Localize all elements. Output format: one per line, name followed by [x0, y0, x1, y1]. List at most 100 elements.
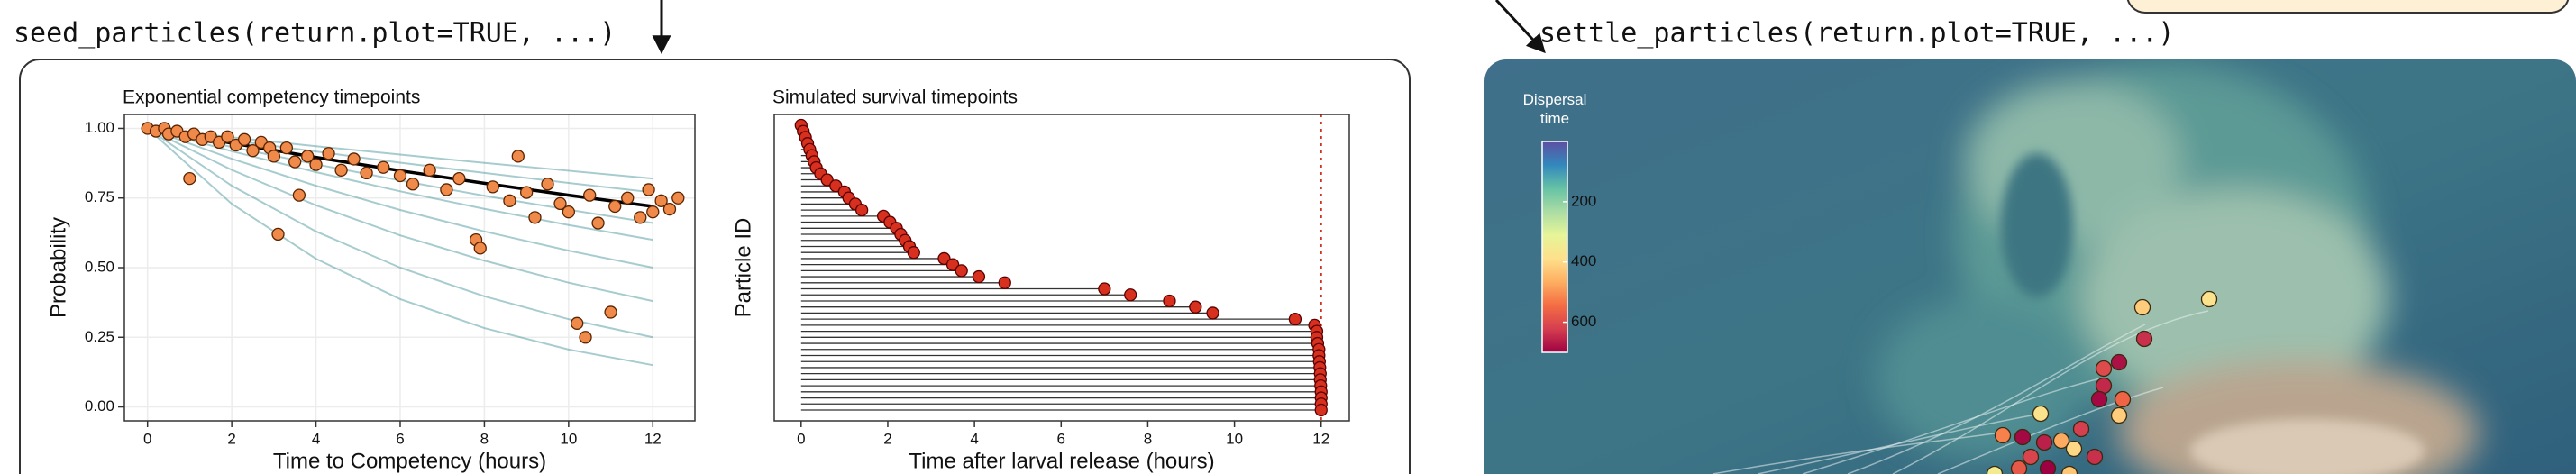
data-point: [423, 163, 436, 177]
data-point: [377, 160, 390, 174]
settled-particle: [2060, 465, 2078, 474]
data-point: [473, 242, 487, 255]
x-tick-label: 8: [480, 430, 489, 447]
survival-point: [1098, 282, 1111, 296]
data-point: [634, 211, 647, 224]
x-tick-label: 6: [396, 430, 404, 447]
data-point: [183, 171, 196, 186]
settled-particle: [2072, 420, 2090, 438]
data-point: [440, 183, 453, 196]
survival-point: [1314, 403, 1328, 417]
data-point: [671, 191, 685, 205]
settled-particle: [1994, 426, 2012, 444]
x-tick-label: 12: [1312, 430, 1329, 447]
data-point: [553, 196, 567, 211]
data-point: [646, 205, 660, 219]
data-point: [246, 144, 260, 158]
data-point: [322, 147, 335, 160]
x-tick-label: 10: [560, 430, 577, 447]
data-point: [452, 171, 466, 186]
note-box: [2126, 0, 2570, 14]
survival-point: [1189, 300, 1202, 314]
settled-particle: [1986, 465, 2004, 474]
data-point: [334, 163, 348, 177]
settled-particle: [2133, 298, 2151, 316]
data-point: [503, 194, 516, 207]
line-series: [147, 127, 653, 303]
survival-point: [829, 179, 843, 193]
data-point: [288, 155, 302, 169]
x-tick-label: 4: [312, 430, 320, 447]
data-point: [562, 205, 576, 219]
survival-point: [937, 251, 951, 266]
data-point: [393, 169, 407, 183]
survival-point: [854, 203, 869, 217]
y-axis-label: Probability: [46, 217, 70, 318]
settled-particle: [2032, 405, 2050, 423]
settled-particle: [2110, 353, 2128, 371]
data-point: [591, 216, 605, 230]
survival-point: [907, 246, 920, 260]
data-point: [662, 202, 677, 216]
survival-point: [1288, 312, 1302, 326]
code-label: seed_particles(return.plot=TRUE, ...): [14, 18, 616, 50]
data-point: [360, 166, 373, 180]
x-tick-label: 12: [644, 430, 662, 447]
y-tick-label: 0.50: [85, 258, 114, 275]
y-tick-label: 1.00: [85, 119, 114, 136]
y-tick-label: 0.00: [85, 397, 114, 415]
colorbar-tick-label: 600: [1571, 313, 1596, 330]
plot-frame: [123, 114, 696, 422]
data-point: [528, 211, 542, 224]
settled-particle: [2114, 390, 2132, 408]
survival-point: [820, 173, 834, 187]
survival-point: [1163, 294, 1176, 308]
data-point: [279, 141, 294, 155]
data-point: [571, 316, 584, 330]
chart-title: Exponential competency timepoints: [123, 87, 420, 108]
settled-particle: [2052, 432, 2070, 450]
settled-particle: [2010, 460, 2028, 474]
survival-point: [1124, 288, 1137, 302]
colorbar-tick-label: 200: [1571, 192, 1596, 209]
map: 200 400 600: [1484, 59, 2576, 474]
line-series: [147, 127, 653, 367]
settled-particle: [2065, 440, 2083, 458]
x-tick-label: 2: [883, 430, 891, 447]
data-point: [519, 186, 534, 199]
settled-particle: [2086, 448, 2104, 466]
data-point: [541, 178, 554, 191]
settled-particle: [2090, 390, 2108, 408]
plot-frame: [773, 114, 1350, 422]
data-point: [301, 150, 315, 163]
data-point: [583, 188, 597, 202]
y-tick-label: 0.25: [85, 328, 114, 345]
trajectories: [1712, 310, 2209, 474]
data-point: [621, 191, 635, 205]
line-series: [147, 127, 653, 269]
data-point: [486, 180, 499, 194]
x-tick-label: 0: [143, 430, 151, 447]
data-point: [267, 150, 280, 163]
settled-particle: [2200, 290, 2218, 308]
x-axis-label: Time to Competency (hours): [273, 449, 546, 473]
chart-title: Simulated survival timepoints: [772, 87, 1018, 108]
survival-point: [998, 276, 1011, 289]
data-point: [347, 152, 361, 166]
legend-title: Dispersal time: [1522, 91, 1587, 127]
x-axis-label: Time after larval release (hours): [909, 449, 1214, 473]
settled-particle: [2039, 460, 2057, 474]
settled-particle: [2110, 406, 2128, 424]
y-tick-label: 0.75: [85, 188, 114, 205]
x-tick-label: 0: [797, 430, 805, 447]
plot-area: [774, 114, 1349, 421]
survival-point: [972, 269, 986, 284]
x-tick-label: 8: [1144, 430, 1152, 447]
data-point: [654, 194, 668, 207]
x-tick-label: 10: [1226, 430, 1243, 447]
settled-particle: [2035, 433, 2053, 451]
survival-point: [945, 258, 960, 271]
data-point: [221, 130, 234, 143]
